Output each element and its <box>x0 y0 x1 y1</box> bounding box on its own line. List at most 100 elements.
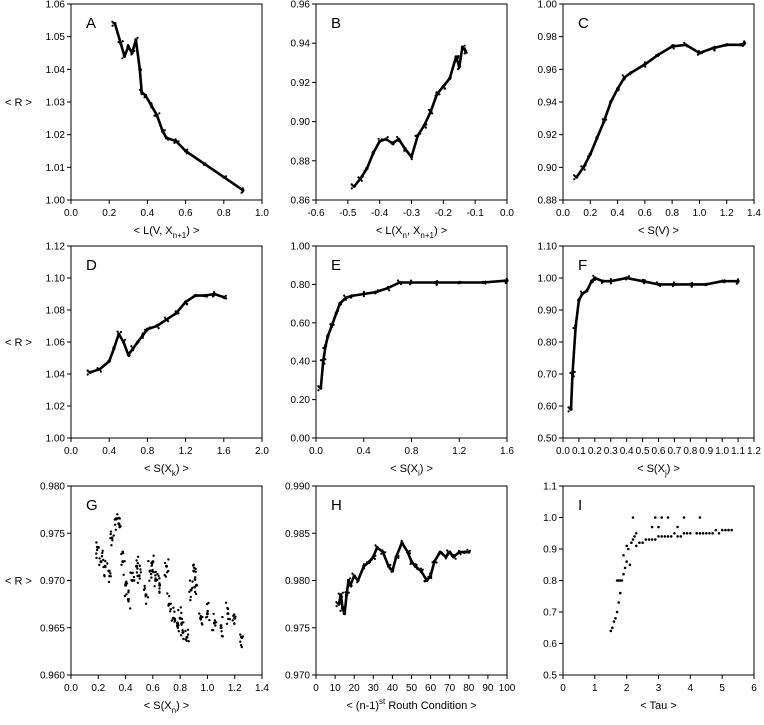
trace-speck <box>450 554 453 558</box>
trace-speck <box>574 175 577 178</box>
trace-speck <box>425 123 428 126</box>
data-point <box>570 372 575 376</box>
scatter-speck <box>149 572 153 576</box>
trace-speck <box>397 556 400 560</box>
data-point <box>644 538 648 541</box>
trace-speck <box>225 297 228 300</box>
x-tick-label: 0 <box>560 683 566 694</box>
trace-speck <box>602 279 605 282</box>
x-tick-label: 0.1 <box>572 446 586 457</box>
trace-speck <box>129 49 133 52</box>
x-tick-label: 100 <box>499 683 516 694</box>
series-line <box>113 22 245 192</box>
trace-speck <box>157 327 160 330</box>
trace-speck <box>112 21 115 24</box>
x-tick-label: -0.1 <box>467 208 485 219</box>
trace-speck <box>366 561 369 564</box>
y-tick-label: 0.94 <box>291 39 311 50</box>
scatter-speck <box>153 585 156 588</box>
y-tick-label: 0.975 <box>40 529 65 540</box>
trace-speck <box>186 148 189 151</box>
trace-speck <box>457 55 460 58</box>
x-tick-label: 1.0 <box>200 683 214 694</box>
trace-speck <box>351 184 354 187</box>
trace-speck <box>436 280 439 283</box>
x-tick-label: 1.2 <box>747 446 761 457</box>
trace-speck <box>408 283 412 286</box>
scatter-speck <box>232 614 235 617</box>
plot-frame <box>562 485 755 676</box>
trace-speck <box>357 176 360 179</box>
scatter-speck <box>163 561 167 565</box>
scatter-speck <box>113 523 117 526</box>
data-point <box>119 41 123 45</box>
data-point <box>174 311 178 315</box>
trace-speck <box>141 333 145 336</box>
scatter-speck <box>109 572 112 575</box>
trace-speck <box>138 88 142 92</box>
data-point <box>654 516 657 519</box>
y-tick-label: 1.06 <box>46 338 66 349</box>
trace-speck <box>166 318 169 321</box>
trace-speck <box>122 341 125 344</box>
x-tick-label: 0.6 <box>179 208 193 219</box>
x-tick-label: 50 <box>406 683 418 694</box>
trace-speck <box>137 340 140 343</box>
data-point <box>695 532 698 535</box>
scatter-speck <box>109 537 112 540</box>
scatter-speck <box>158 582 161 585</box>
plot-frame <box>315 3 508 201</box>
trace-speck <box>685 43 688 46</box>
data-point <box>359 176 363 180</box>
trace-speck <box>609 101 613 104</box>
x-tick-label: 1.2 <box>720 208 734 219</box>
scatter-speck <box>154 574 157 577</box>
data-point <box>666 516 670 519</box>
trace-speck <box>742 44 745 47</box>
trace-speck <box>329 327 332 330</box>
trace-speck <box>347 579 350 583</box>
x-tick-label: 1.2 <box>228 683 242 694</box>
data-point <box>158 583 162 587</box>
x-tick-label: 0.4 <box>357 446 371 457</box>
scatter-speck <box>121 550 124 554</box>
x-axis-label: < L(Xn, Xn+1) > <box>376 225 447 240</box>
scatter-speck <box>142 588 146 592</box>
trace-speck <box>319 359 323 362</box>
trace-speck <box>588 152 591 155</box>
data-point <box>714 528 718 532</box>
x-axis-label: < L(V, Xn+1) > <box>134 225 200 240</box>
trace-speck <box>504 281 507 285</box>
trace-speck <box>586 290 589 293</box>
scatter-speck <box>194 570 197 573</box>
y-tick-label: 1.00 <box>538 274 558 285</box>
y-tick-label: 0.975 <box>285 623 310 634</box>
scatter-speck <box>168 610 172 613</box>
data-point <box>638 541 641 544</box>
scatter-speck <box>189 598 192 602</box>
x-tick-label: 40 <box>387 683 399 694</box>
trace-speck <box>211 295 214 298</box>
trace-speck <box>371 151 374 155</box>
scatter-speck <box>103 573 106 577</box>
trace-speck <box>723 281 726 284</box>
trace-speck <box>376 289 380 292</box>
data-point <box>339 593 343 597</box>
trace-speck <box>462 47 465 50</box>
data-point <box>647 538 651 541</box>
trace-speck <box>337 592 340 595</box>
trace-speck <box>349 577 352 580</box>
trace-speck <box>130 53 133 56</box>
y-tick-label: 1.12 <box>46 242 66 253</box>
scatter-speck <box>131 571 134 574</box>
scatter-speck <box>220 630 223 633</box>
trace-speck <box>673 44 676 47</box>
x-tick-label: 0.4 <box>140 208 154 219</box>
data-point <box>657 525 660 529</box>
scatter-speck <box>148 570 151 573</box>
trace-speck <box>394 555 397 559</box>
data-point <box>429 574 433 578</box>
x-tick-label: 30 <box>368 683 380 694</box>
trace-speck <box>224 294 227 297</box>
scatter-speck <box>135 559 138 562</box>
